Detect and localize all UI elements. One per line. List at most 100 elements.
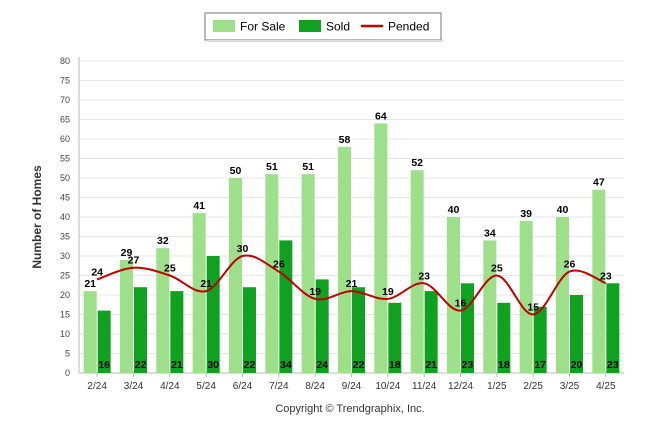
data-label-for-sale: 39 [520, 208, 532, 220]
x-tick-label: 12/24 [448, 381, 473, 392]
data-label-sold: 21 [425, 359, 437, 371]
y-tick-label: 80 [60, 56, 70, 66]
data-label-for-sale: 41 [193, 200, 205, 212]
x-tick-label: 8/24 [305, 381, 325, 392]
data-label-for-sale: 58 [339, 134, 351, 146]
x-tick-label: 11/24 [412, 381, 437, 392]
data-label-for-sale: 34 [484, 227, 496, 239]
legend: For Sale Sold Pended [204, 12, 443, 42]
y-tick-label: 45 [60, 193, 70, 203]
data-label-sold: 20 [571, 359, 583, 371]
data-label-sold: 22 [353, 359, 365, 371]
bar-for-sale [120, 259, 133, 373]
data-label-sold: 22 [244, 359, 256, 371]
copyright-credit: Copyright © Trendgraphix, Inc. [275, 403, 424, 415]
x-tick-label: 5/24 [196, 381, 216, 392]
bar-sold [243, 287, 256, 373]
y-tick-label: 60 [60, 134, 70, 144]
x-tick-label: 3/25 [560, 381, 580, 392]
data-label-sold: 18 [389, 359, 401, 371]
data-label-pended: 23 [418, 270, 430, 282]
legend-box [204, 12, 442, 41]
bar-sold [315, 279, 329, 373]
y-tick-label: 70 [60, 95, 70, 105]
bar-for-sale [265, 174, 279, 373]
data-label-pended: 19 [309, 286, 321, 298]
data-label-pended: 23 [600, 270, 612, 282]
data-label-sold: 22 [135, 359, 147, 371]
x-tick-label: 3/24 [124, 381, 144, 392]
y-tick-label: 75 [60, 76, 70, 86]
bar-for-sale [483, 240, 497, 373]
data-label-sold: 34 [280, 359, 292, 371]
bar-for-sale [83, 291, 97, 373]
y-tick-label: 20 [60, 290, 70, 300]
data-label-sold: 23 [462, 359, 474, 371]
data-label-pended: 24 [91, 266, 103, 278]
x-tick-label: 7/24 [269, 381, 289, 392]
bar-for-sale [374, 123, 388, 374]
data-label-pended: 25 [164, 263, 176, 275]
x-tick-label: 10/24 [375, 381, 400, 392]
bar-sold [170, 291, 184, 373]
y-tick-label: 0 [65, 368, 70, 378]
data-label-pended: 26 [273, 259, 285, 271]
data-label-for-sale: 40 [557, 204, 569, 216]
bar-sold [352, 287, 365, 373]
bar-sold [388, 302, 402, 373]
data-label-pended: 27 [128, 255, 140, 267]
bar-for-sale [338, 146, 351, 373]
y-tick-label: 55 [60, 154, 70, 164]
data-label-pended: 26 [564, 259, 576, 271]
data-label-sold: 16 [98, 359, 110, 371]
pended-line [96, 254, 607, 316]
data-label-sold: 17 [534, 359, 546, 371]
bar-sold [606, 283, 620, 373]
bar-for-sale [556, 217, 569, 373]
x-tick-label: 2/24 [87, 381, 107, 392]
legend-label-pended: Pended [388, 20, 429, 34]
data-label-for-sale: 40 [448, 204, 460, 216]
bar-sold [134, 287, 147, 373]
x-tick-label: 9/24 [342, 381, 362, 392]
x-tick-label: 1/25 [487, 381, 507, 392]
bar-for-sale [229, 178, 242, 373]
y-tick-label: 10 [60, 329, 70, 339]
bar-sold [461, 283, 474, 373]
bar-sold [497, 302, 511, 373]
data-label-pended: 21 [346, 278, 358, 290]
bar-for-sale [156, 248, 170, 373]
legend-swatch-sold [299, 20, 321, 32]
y-axis-label: Number of Homes [30, 165, 44, 269]
data-label-for-sale: 32 [157, 235, 169, 247]
y-tick-label: 15 [60, 310, 70, 320]
bar-for-sale [447, 217, 460, 373]
bar-for-sale [192, 213, 206, 373]
bar-sold [570, 295, 583, 373]
y-tick-label: 40 [60, 212, 70, 222]
legend-label-for-sale: For Sale [240, 20, 286, 34]
data-label-pended: 19 [382, 286, 394, 298]
data-label-sold: 21 [171, 359, 183, 371]
bar-for-sale [519, 220, 533, 373]
legend-shadow [207, 40, 443, 42]
data-label-for-sale: 64 [375, 110, 387, 122]
bar-for-sale [301, 174, 315, 373]
y-tick-label: 50 [60, 173, 70, 183]
data-label-pended: 16 [455, 298, 467, 310]
plot-area: 0 5 10 15 20 25 30 35 40 45 50 55 60 65 70 75 80 2/24 3/24… [60, 56, 624, 392]
data-label-for-sale: 21 [84, 278, 96, 290]
data-label-sold: 18 [498, 359, 510, 371]
y-tick-label: 65 [60, 115, 70, 125]
y-tick-label: 5 [65, 349, 70, 359]
data-label-for-sale: 50 [230, 165, 242, 177]
x-tick-label: 4/25 [596, 381, 616, 392]
data-label-sold: 30 [207, 359, 219, 371]
bar-for-sale [592, 189, 606, 373]
data-label-sold: 24 [316, 359, 328, 371]
x-tick-label: 2/25 [523, 381, 543, 392]
data-label-sold: 23 [607, 359, 619, 371]
data-label-pended: 15 [527, 302, 539, 314]
